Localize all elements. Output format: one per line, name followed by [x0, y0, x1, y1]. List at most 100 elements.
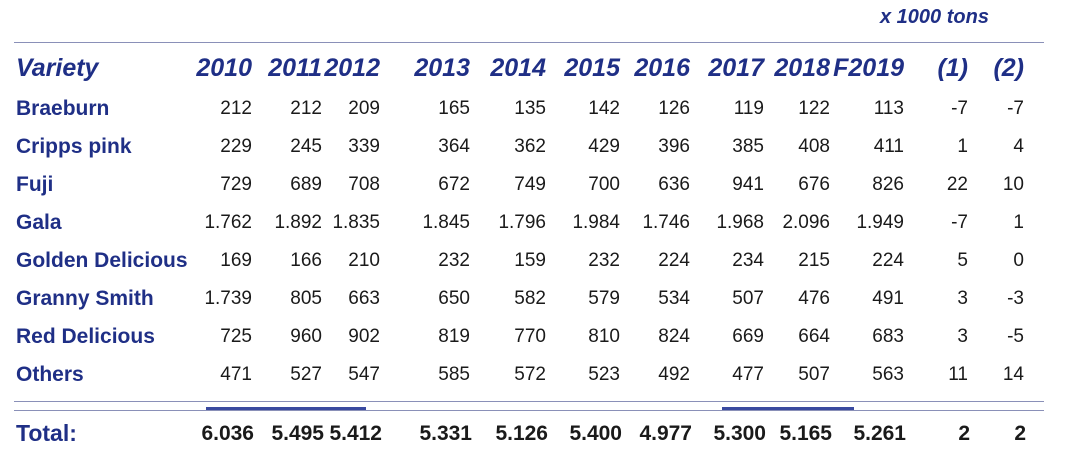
table-cell: 364	[438, 136, 470, 157]
top-rule	[14, 42, 1044, 43]
table-cell: 725	[220, 326, 252, 347]
total-cell: 5.331	[419, 422, 472, 445]
row-label: Red Delicious	[16, 325, 155, 348]
row-label: Gala	[16, 211, 62, 234]
table-cell: 119	[733, 98, 764, 119]
table-cell: 0	[1013, 250, 1024, 271]
table-cell: 159	[514, 250, 546, 271]
table-cell: 1.949	[856, 212, 904, 233]
header-F2019: F2019	[833, 54, 904, 82]
table-cell: 362	[514, 136, 546, 157]
table-cell: 669	[732, 326, 764, 347]
table-cell: 507	[798, 364, 830, 385]
table-cell: 165	[438, 98, 470, 119]
unit-note: x 1000 tons	[880, 6, 989, 28]
table-cell: 1	[1013, 212, 1024, 233]
table-cell: 234	[732, 250, 764, 271]
table-cell: 1.984	[572, 212, 620, 233]
row-label: Fuji	[16, 173, 54, 196]
table-cell: 113	[873, 98, 904, 119]
total-cell: 4.977	[639, 422, 692, 445]
table-cell: 411	[873, 136, 904, 157]
table-cell: 579	[588, 288, 620, 309]
table-cell: 749	[514, 174, 546, 195]
header-2017: 2017	[708, 54, 764, 82]
table-cell: 215	[798, 250, 830, 271]
total-cell: 5.261	[853, 422, 906, 445]
table-cell: 676	[798, 174, 830, 195]
table-cell: 819	[438, 326, 470, 347]
table-cell: 826	[872, 174, 904, 195]
table-cell: 135	[514, 98, 546, 119]
header-2012: 2012	[324, 54, 380, 82]
table-cell: 2.096	[782, 212, 830, 233]
row-label: Others	[16, 363, 84, 386]
table-cell: 142	[588, 98, 620, 119]
total-cell: 5.165	[779, 422, 832, 445]
total-cell: 5.126	[495, 422, 548, 445]
table-cell: 476	[798, 288, 830, 309]
table-cell: 212	[290, 98, 322, 119]
header-2013: 2013	[414, 54, 470, 82]
table-cell: 209	[348, 98, 380, 119]
table-cell: 11	[948, 364, 968, 385]
table-cell: 4	[1013, 136, 1024, 157]
table-cell: 3	[957, 326, 968, 347]
table-cell: 672	[438, 174, 470, 195]
table-cell: 664	[798, 326, 830, 347]
table-cell: 563	[872, 364, 904, 385]
table-cell: 1.762	[204, 212, 252, 233]
table-cell: 547	[348, 364, 380, 385]
bottom-rule-1	[14, 401, 1044, 402]
table-cell: 507	[732, 288, 764, 309]
total-cell: 2	[958, 422, 970, 445]
row-label: Golden Delicious	[16, 249, 188, 272]
table-cell: 3	[957, 288, 968, 309]
table-cell: -3	[1007, 288, 1024, 309]
table-cell: 212	[220, 98, 252, 119]
table-cell: 960	[290, 326, 322, 347]
table-cell: 232	[588, 250, 620, 271]
table-cell: 385	[732, 136, 764, 157]
total-cell: 5.300	[713, 422, 766, 445]
table-cell: 708	[348, 174, 380, 195]
table-cell: 477	[732, 364, 764, 385]
table-cell: 14	[1002, 364, 1024, 385]
table-cell: -5	[1007, 326, 1024, 347]
table-cell: 492	[658, 364, 690, 385]
table-cell: 582	[514, 288, 546, 309]
table-cell: 471	[220, 364, 252, 385]
table-cell: 166	[290, 250, 322, 271]
table-cell: 1.892	[274, 212, 322, 233]
table-cell: -7	[951, 212, 968, 233]
table-cell: 683	[872, 326, 904, 347]
table-cell: 902	[348, 326, 380, 347]
table-cell: 1.968	[716, 212, 764, 233]
total-cell: 5.495	[271, 422, 324, 445]
table-cell: -7	[1007, 98, 1024, 119]
table-cell: 527	[290, 364, 322, 385]
row-label: Cripps pink	[16, 135, 132, 158]
header-2011: 2011	[268, 54, 322, 82]
table-cell: 1.746	[642, 212, 690, 233]
total-label: Total:	[16, 420, 77, 446]
table-cell: 729	[220, 174, 252, 195]
table-cell: 810	[588, 326, 620, 347]
table-cell: 689	[290, 174, 322, 195]
table-cell: 210	[348, 250, 380, 271]
table-cell: 10	[1002, 174, 1024, 195]
table-cell: 805	[290, 288, 322, 309]
header-col2col: (2)	[993, 54, 1024, 82]
table-cell: 169	[220, 250, 252, 271]
table-cell: 663	[348, 288, 380, 309]
bottom-rule-2	[14, 410, 1044, 411]
table-cell: 122	[798, 98, 830, 119]
header-col1col: (1)	[937, 54, 968, 82]
header-2018: 2018	[774, 54, 830, 82]
header-2010: 2010	[196, 54, 252, 82]
total-cell: 2	[1014, 422, 1026, 445]
table-cell: 650	[438, 288, 470, 309]
table-cell: 1.835	[332, 212, 380, 233]
total-underline-1	[206, 407, 366, 410]
table-cell: 1.796	[498, 212, 546, 233]
